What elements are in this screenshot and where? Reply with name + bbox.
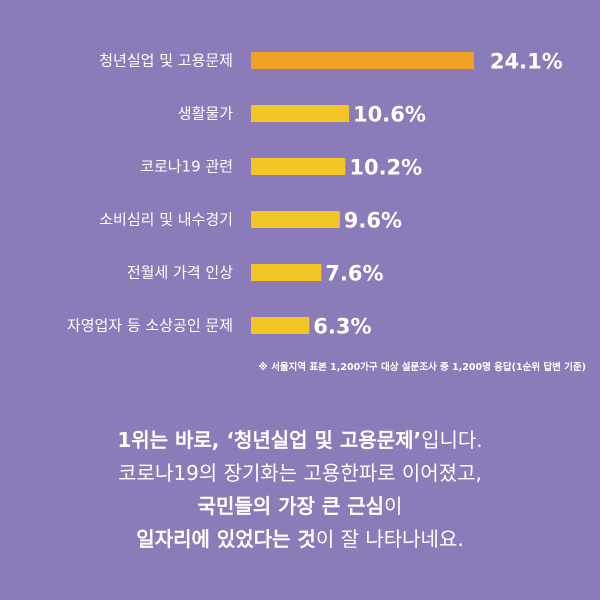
summary-line-4-bold: 일자리에 있었다는 것 (136, 527, 316, 551)
bar (251, 158, 346, 175)
value-label: 7.6% (325, 262, 383, 286)
value-label: 10.6% (353, 103, 426, 127)
value-label: 9.6% (344, 209, 402, 233)
bar (251, 264, 322, 281)
summary-line-4-rest: 이 잘 나타나네요. (315, 527, 464, 551)
value-label: 24.1% (490, 50, 563, 74)
value-label: 10.2% (349, 156, 422, 180)
category-label: 코로나19 관련 (140, 158, 233, 176)
category-label: 청년실업 및 고용문제 (99, 52, 233, 70)
summary-line-1: 1위는 바로, ‘청년실업 및 고용문제’입니다. (0, 424, 600, 457)
category-label: 소비심리 및 내수경기 (99, 211, 233, 229)
summary-text: 1위는 바로, ‘청년실업 및 고용문제’입니다. 코로나19의 장기화는 고용… (0, 424, 600, 556)
summary-line-1-bold: 1위는 바로, ‘청년실업 및 고용문제’ (117, 428, 422, 452)
bar (251, 105, 350, 122)
summary-line-1-rest: 입니다. (421, 428, 483, 452)
summary-line-2: 코로나19의 장기화는 고용한파로 이어졌고, (118, 461, 482, 485)
bar (251, 317, 310, 334)
bar-chart: 청년실업 및 고용문제 24.1% 생활물가 10.6% 코로나19 관련 10.2% 소비… (67, 50, 563, 339)
value-label: 6.3% (313, 315, 371, 339)
bar (251, 211, 340, 228)
summary-line-3-bold: 국민들의 가장 큰 근심 (197, 494, 385, 518)
survey-footnote: ※ 서울지역 표본 1,200가구 대상 설문조사 중 1,200명 응답(1순… (258, 362, 586, 373)
category-label: 자영업자 등 소상공인 문제 (67, 317, 233, 335)
category-label: 생활물가 (178, 105, 233, 123)
summary-line-4: 일자리에 있었다는 것이 잘 나타나네요. (0, 523, 600, 556)
summary-line-3-rest: 이 (384, 494, 403, 518)
summary-line-3: 국민들의 가장 큰 근심이 (0, 490, 600, 523)
category-label: 전월세 가격 인상 (127, 264, 233, 282)
bar (251, 52, 474, 69)
